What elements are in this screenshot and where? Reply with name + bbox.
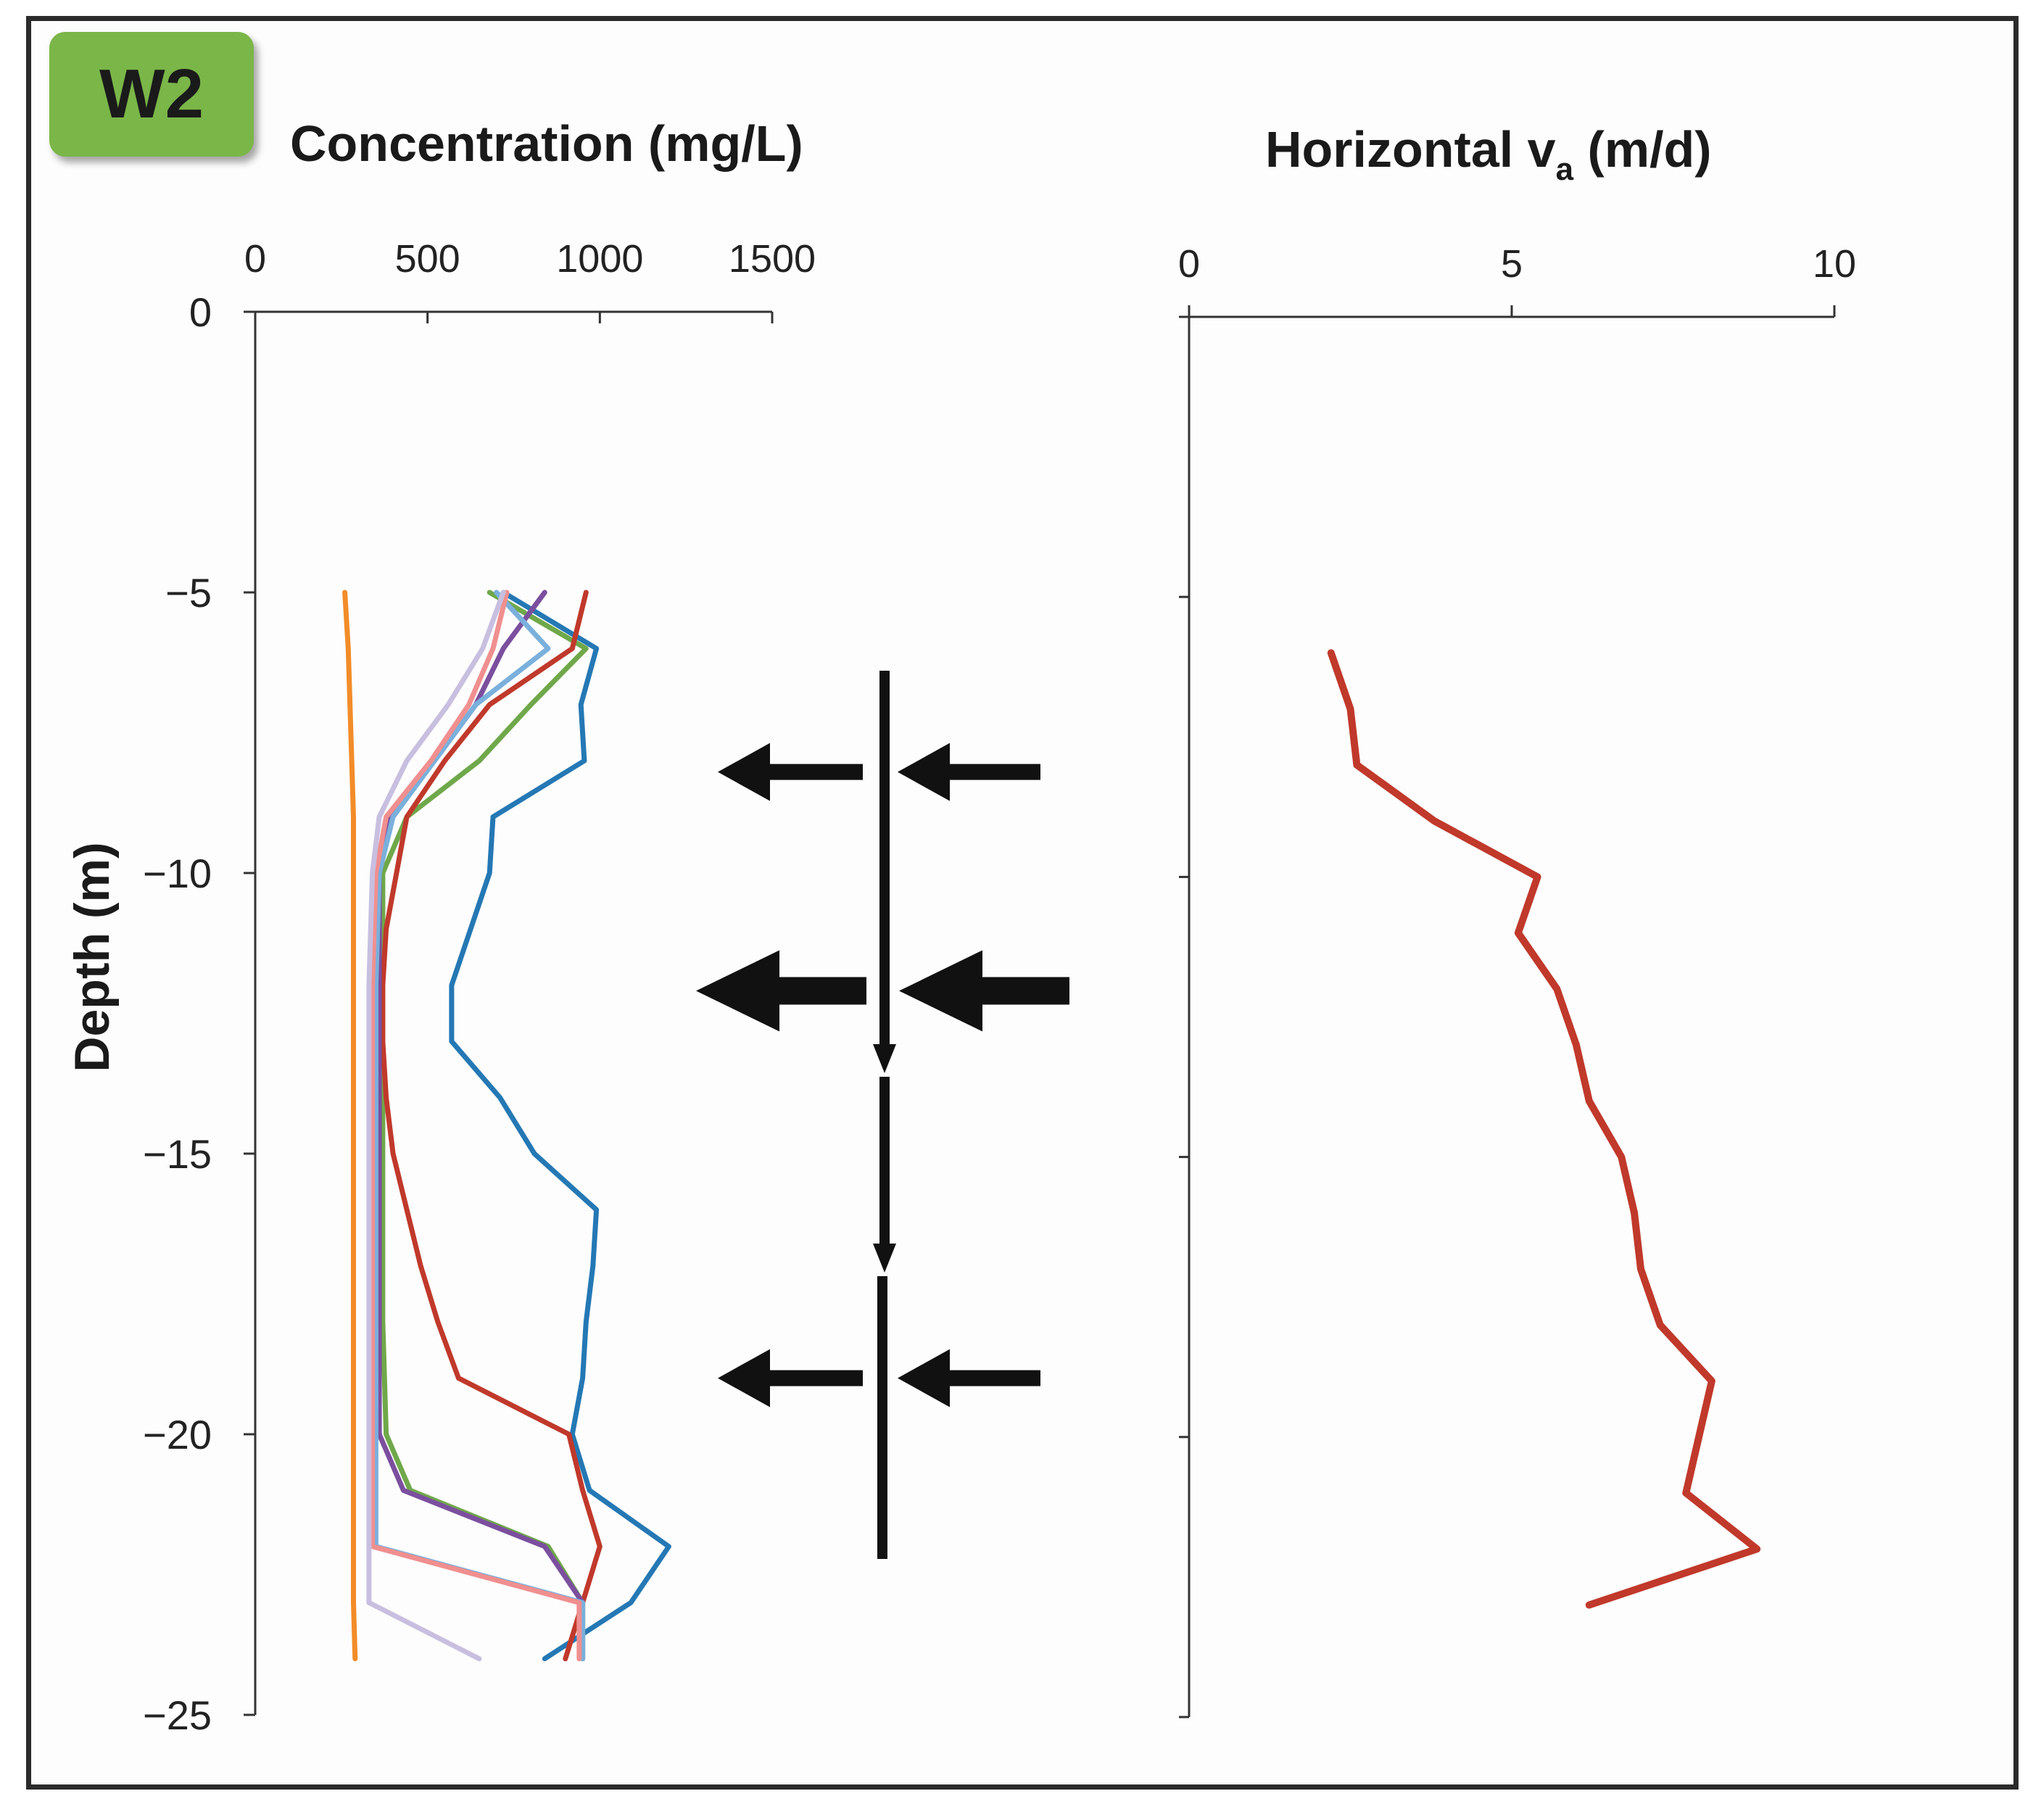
concentration-series-lavender — [366, 590, 506, 1662]
horizontal-va-x-tick-label: 5 — [1501, 242, 1523, 286]
concentration-x-tick-label: 500 — [395, 237, 460, 281]
flow-down-arrowhead-2 — [873, 1244, 896, 1273]
concentration-x-tick-label: 1500 — [729, 237, 816, 281]
flow-arrow-right-head — [899, 950, 982, 1032]
horizontal-va-series — [1327, 649, 1761, 1609]
concentration-series-orange — [342, 590, 358, 1662]
panel-label-badge: W2 — [49, 32, 254, 157]
concentration-series-blue — [449, 590, 671, 1662]
flow-arrow-left-head — [718, 1349, 770, 1407]
concentration-axes — [254, 310, 772, 1715]
horizontal-va-title-subscript: a — [1556, 152, 1574, 187]
panel-label: W2 — [99, 55, 204, 133]
depth-tick-label: −25 — [143, 1692, 212, 1738]
concentration-x-tick-label: 0 — [244, 237, 266, 281]
concentration-x-tick-label: 1000 — [556, 237, 643, 281]
concentration-series-light-blue — [373, 590, 586, 1662]
depth-tick-label: −20 — [143, 1412, 212, 1457]
flow-diagram — [696, 671, 1069, 1559]
flow-down-arrowhead-1 — [873, 1044, 896, 1073]
depth-axis-label: Depth (m) — [65, 842, 120, 1072]
horizontal-va-title: Horizontal va (m/d) — [1265, 121, 1712, 187]
concentration-series-red — [380, 590, 603, 1662]
horizontal-va-title-unit: (m/d) — [1573, 121, 1712, 178]
horizontal-va-x-tick-label: 10 — [1813, 242, 1856, 286]
horizontal-va-x-tick-label: 0 — [1178, 242, 1200, 286]
flow-arrow-right-head — [898, 743, 950, 801]
flow-arrow-left-head — [696, 950, 779, 1032]
concentration-series-purple — [376, 590, 586, 1662]
horizontal-va-title-main: Horizontal v — [1265, 121, 1556, 178]
flow-arrow-right-head — [898, 1349, 950, 1407]
depth-tick-label: −10 — [143, 851, 212, 896]
depth-tick-label: 0 — [189, 289, 212, 335]
depth-tick-label: −15 — [143, 1131, 212, 1177]
concentration-series-pink — [370, 590, 582, 1662]
concentration-title: Concentration (mg/L) — [290, 115, 803, 172]
flow-arrow-left-head — [718, 743, 770, 801]
horizontal-va-axes — [1188, 315, 1834, 1717]
depth-tick-label: −5 — [165, 570, 212, 616]
